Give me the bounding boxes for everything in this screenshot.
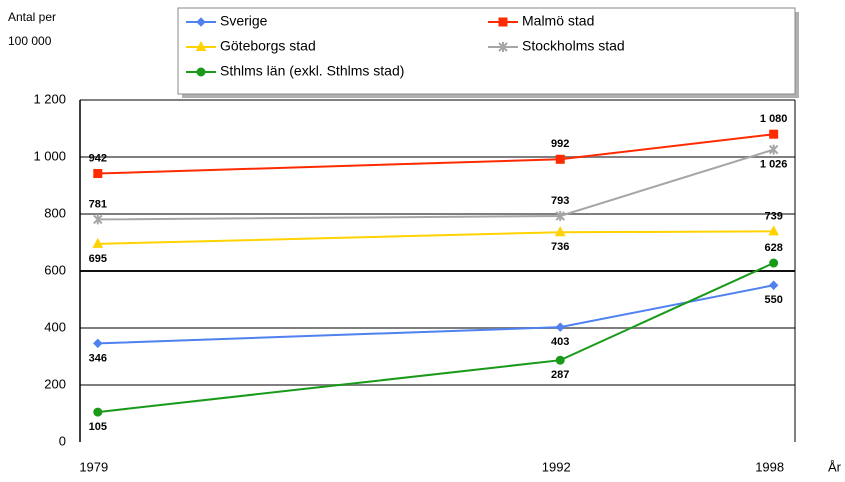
y-tick-label: 0 xyxy=(59,433,66,448)
marker xyxy=(196,17,206,27)
data-label: 992 xyxy=(551,138,569,150)
marker xyxy=(92,237,104,248)
marker xyxy=(554,226,566,237)
y-tick-label: 800 xyxy=(44,205,66,220)
marker xyxy=(768,280,779,290)
data-label: 739 xyxy=(764,210,782,222)
x-tick-label: 1979 xyxy=(79,459,108,474)
y-tick-label: 1 200 xyxy=(33,91,66,106)
legend-label: Stockholms stad xyxy=(522,38,625,54)
marker xyxy=(498,42,508,52)
marker xyxy=(498,17,508,27)
marker xyxy=(195,40,207,51)
y-axis-label: Antal per xyxy=(8,10,56,24)
marker xyxy=(769,258,779,268)
series-line xyxy=(97,230,774,245)
data-label: 781 xyxy=(89,198,107,210)
marker xyxy=(555,210,565,221)
marker xyxy=(93,169,103,179)
data-label: 736 xyxy=(551,241,569,253)
x-tick-label: 1998 xyxy=(755,459,784,474)
marker xyxy=(768,225,779,236)
data-label: 1 080 xyxy=(760,113,788,125)
marker xyxy=(768,144,779,155)
data-label: 695 xyxy=(89,253,107,265)
series-line xyxy=(97,284,774,345)
legend-item: Sverige xyxy=(186,13,268,29)
y-tick-label: 600 xyxy=(44,262,66,277)
marker xyxy=(93,407,103,417)
legend-label: Sthlms län (exkl. Sthlms stad) xyxy=(220,63,404,79)
marker xyxy=(555,154,565,164)
legend-item: Göteborgs stad xyxy=(186,38,316,54)
marker xyxy=(93,338,103,349)
x-tick-label: 1992 xyxy=(542,459,571,474)
marker xyxy=(555,322,565,332)
legend-label: Göteborgs stad xyxy=(220,38,316,54)
legend-label: Malmö stad xyxy=(522,13,594,29)
legend-item: Sthlms län (exkl. Sthlms stad) xyxy=(186,63,404,79)
legend-item: Malmö stad xyxy=(488,13,594,29)
data-label: 628 xyxy=(764,242,782,254)
data-label: 1 026 xyxy=(760,158,788,170)
data-label: 942 xyxy=(89,152,107,164)
series-line xyxy=(97,262,775,414)
y-tick-label: 200 xyxy=(44,376,66,391)
data-label: 105 xyxy=(89,421,107,433)
data-label: 550 xyxy=(764,294,782,306)
marker xyxy=(93,214,103,225)
legend-item: Stockholms stad xyxy=(488,38,625,54)
y-axis-label: 100 000 xyxy=(8,34,52,48)
series-line xyxy=(97,148,774,221)
y-tick-label: 1 000 xyxy=(33,148,66,163)
data-label: 793 xyxy=(551,195,569,207)
marker xyxy=(769,129,779,139)
marker xyxy=(555,355,565,365)
data-label: 287 xyxy=(551,369,569,381)
y-tick-label: 400 xyxy=(44,319,66,334)
x-axis-label: År xyxy=(828,459,842,474)
data-label: 403 xyxy=(551,336,569,348)
legend xyxy=(177,7,796,95)
data-label: 346 xyxy=(89,352,107,364)
marker xyxy=(196,67,206,77)
series-line xyxy=(97,133,774,175)
legend-label: Sverige xyxy=(220,13,268,29)
